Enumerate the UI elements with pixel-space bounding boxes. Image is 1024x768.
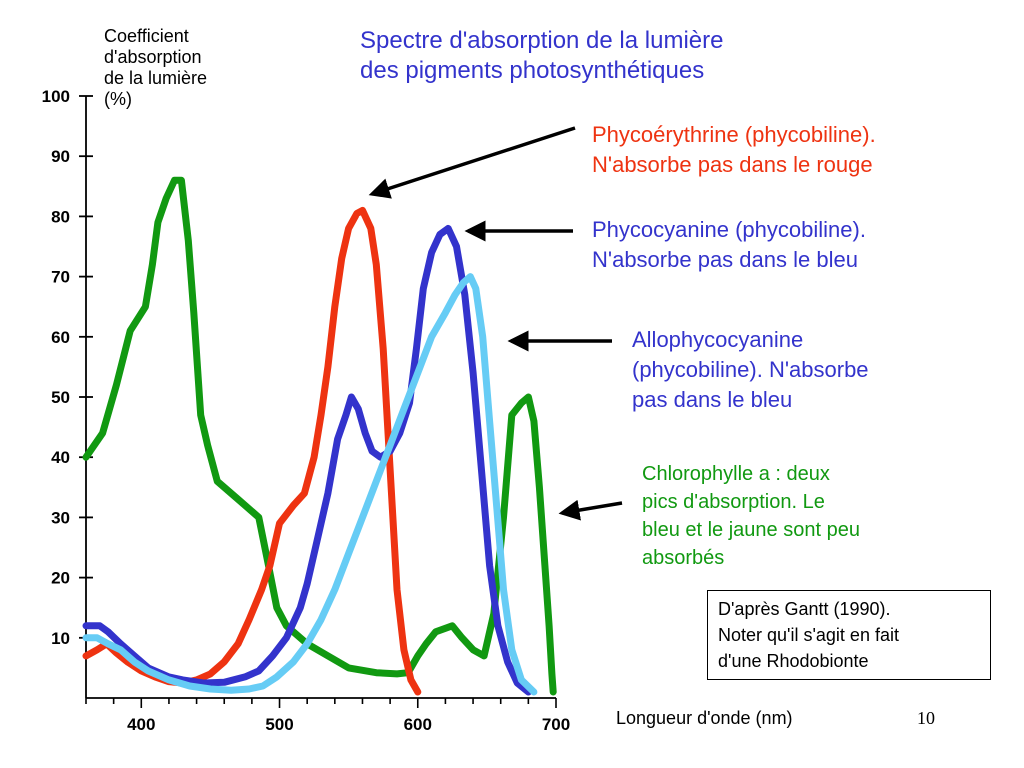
annotation-chlorophyll-a-line-4: absorbés — [642, 547, 725, 569]
x-tick-label-500: 500 — [265, 715, 293, 734]
annotation-chlorophyll-a-line-3: bleu et le jaune sont peu — [642, 519, 860, 541]
chart-axes: 10 20 30 40 50 60 70 80 90 100 400 500 600 700 — [42, 87, 571, 734]
y-tick-label-50: 50 — [51, 388, 70, 407]
annotation-phycocyanine: Phycocyanine (phycobiline). N'absorbe pa… — [592, 215, 866, 275]
chart-series-layer — [82, 176, 557, 696]
series-line-phycoerythrine — [82, 206, 422, 696]
annotation-phycocyanine-line-2: N'absorbe pas dans le bleu — [592, 247, 858, 272]
x-axis-label: Longueur d'onde (nm) — [616, 708, 793, 728]
y-tick-label-70: 70 — [51, 268, 70, 287]
series-line-chlorophylle-a — [82, 176, 557, 696]
y-axis-label-line-1: Coefficient — [104, 26, 189, 46]
arrow-to-phycoerythrine — [368, 126, 576, 199]
annotation-arrows — [368, 126, 623, 521]
y-tick-label-30: 30 — [51, 508, 70, 527]
annotation-chlorophyll-a-line-1: Chlorophylle a : deux — [642, 463, 830, 485]
chart-title-line-2: des pigments photosynthétiques — [360, 57, 705, 84]
source-note-line-3: d'une Rhodobionte — [718, 651, 869, 671]
y-tick-label-20: 20 — [51, 569, 70, 588]
chart-title-line-1: Spectre d'absorption de la lumière — [360, 27, 724, 54]
y-tick-label-40: 40 — [51, 448, 70, 467]
x-tick-label-400: 400 — [127, 715, 155, 734]
y-axis-label-line-3: de la lumière — [104, 68, 208, 88]
y-tick-label-90: 90 — [51, 147, 70, 166]
annotation-allophycocyanine: Allophycocyanine (phycobiline). N'absorb… — [632, 325, 869, 415]
series-line-allophycocyanine — [82, 273, 538, 696]
annotation-phycoerythrine-line-1: Phycoérythrine (phycobiline). — [592, 122, 876, 147]
y-axis-label-line-4: (%) — [104, 89, 132, 109]
annotation-allophycocyanine-line-3: pas dans le bleu — [632, 387, 793, 412]
annotation-allophycocyanine-line-2: (phycobiline). N'absorbe — [632, 357, 869, 382]
annotation-allophycocyanine-line-1: Allophycocyanine — [632, 327, 804, 352]
series-line-phycocyanine — [82, 224, 532, 696]
y-axis-label-line-2: d'absorption — [104, 47, 202, 67]
slide-number: 10 — [917, 708, 935, 728]
source-note-line-1: D'après Gantt (1990). — [718, 599, 891, 619]
chart-title: Spectre d'absorption de la lumière des p… — [360, 26, 723, 86]
y-tick-label-100: 100 — [42, 87, 70, 106]
y-axis-label: Coefficient d'absorption de la lumière (… — [104, 26, 207, 110]
y-tick-label-10: 10 — [51, 629, 70, 648]
source-note-line-2: Noter qu'il s'agit en fait — [718, 625, 899, 645]
annotation-phycoerythrine-line-2: N'absorbe pas dans le rouge — [592, 152, 873, 177]
arrow-to-chlorophyll-a — [558, 499, 623, 521]
annotation-chlorophyll-a-line-2: pics d'absorption. Le — [642, 491, 825, 513]
annotation-chlorophyll-a: Chlorophylle a : deux pics d'absorption.… — [642, 460, 860, 572]
annotation-phycocyanine-line-1: Phycocyanine (phycobiline). — [592, 217, 866, 242]
y-tick-label-60: 60 — [51, 328, 70, 347]
source-note-box: D'après Gantt (1990). Noter qu'il s'agit… — [707, 590, 991, 680]
x-tick-label-600: 600 — [404, 715, 432, 734]
x-tick-label-700: 700 — [542, 715, 570, 734]
annotation-phycoerythrine: Phycoérythrine (phycobiline). N'absorbe … — [592, 120, 876, 180]
y-tick-label-80: 80 — [51, 207, 70, 226]
